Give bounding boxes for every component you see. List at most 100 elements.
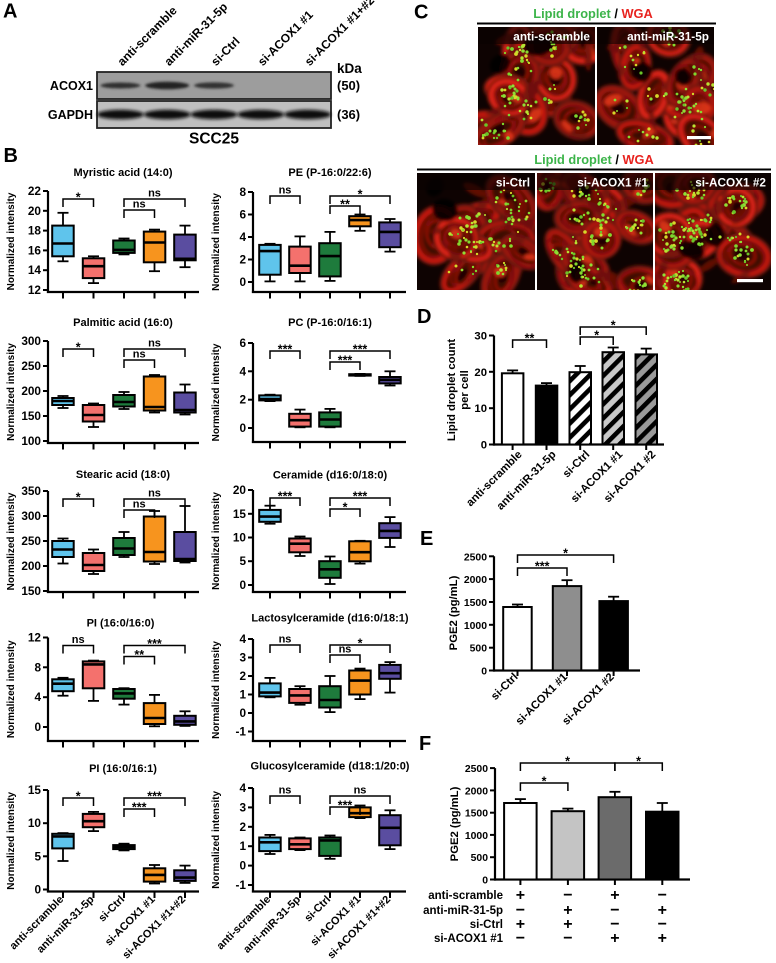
svg-text:0: 0 (34, 883, 41, 897)
svg-text:Lipid droplet / WGA: Lipid droplet / WGA (534, 152, 653, 167)
svg-text:2500: 2500 (464, 552, 487, 563)
svg-text:500: 500 (470, 644, 488, 655)
svg-text:B: B (4, 145, 18, 167)
svg-text:8: 8 (239, 185, 246, 199)
svg-text:ACOX1: ACOX1 (50, 79, 93, 93)
svg-text:*: * (76, 191, 81, 205)
svg-text:6: 6 (239, 208, 246, 222)
svg-text:Normalized intensity: Normalized intensity (6, 192, 17, 290)
svg-text:15: 15 (233, 507, 247, 521)
svg-text:4: 4 (239, 632, 246, 646)
svg-text:+: + (563, 902, 572, 919)
svg-text:+: + (610, 887, 619, 904)
svg-text:anti-scramble: anti-scramble (428, 890, 503, 902)
svg-text:PE (P-16:0/22:6): PE (P-16:0/22:6) (288, 167, 371, 179)
svg-text:4: 4 (239, 364, 246, 378)
svg-text:−: − (658, 916, 667, 933)
svg-text:PGE2 (pg/mL): PGE2 (pg/mL) (449, 786, 461, 861)
svg-text:0: 0 (239, 706, 246, 720)
svg-text:*: * (76, 790, 81, 804)
svg-text:0: 0 (482, 876, 488, 887)
svg-text:1000: 1000 (465, 831, 488, 842)
svg-text:Lactosylceramide (d16:0/18:1): Lactosylceramide (d16:0/18:1) (251, 613, 408, 625)
svg-text:anti-scramble: anti-scramble (513, 30, 590, 44)
svg-text:PGE2 (pg/mL): PGE2 (pg/mL) (448, 575, 460, 650)
svg-text:*: * (358, 188, 363, 202)
svg-text:ns: ns (148, 338, 161, 350)
svg-text:+: + (610, 930, 619, 947)
svg-text:200: 200 (21, 384, 41, 398)
svg-text:−: − (563, 887, 572, 904)
svg-text:0: 0 (239, 421, 246, 435)
svg-text:***: *** (353, 343, 368, 357)
svg-text:si-ACOX1 #2: si-ACOX1 #2 (695, 176, 766, 190)
svg-text:*: * (636, 755, 641, 769)
svg-text:+: + (516, 916, 525, 933)
svg-text:Normalized intensity: Normalized intensity (211, 193, 222, 291)
svg-text:12: 12 (28, 631, 42, 645)
svg-text:10: 10 (474, 403, 487, 415)
svg-text:1500: 1500 (465, 809, 488, 820)
svg-text:**: ** (340, 198, 350, 212)
svg-text:2: 2 (239, 820, 246, 834)
svg-text:Glucosylceramide (d18:1/20:0): Glucosylceramide (d18:1/20:0) (251, 761, 410, 773)
svg-text:4: 4 (34, 690, 41, 704)
svg-text:3: 3 (239, 651, 246, 665)
svg-text:A: A (3, 1, 17, 23)
svg-text:−: − (610, 902, 619, 919)
svg-text:*: * (76, 491, 81, 505)
svg-text:Normalized intensity: Normalized intensity (6, 791, 17, 889)
svg-text:6: 6 (239, 336, 246, 350)
svg-text:Normalized intensity: Normalized intensity (211, 492, 222, 590)
svg-text:-1: -1 (236, 878, 247, 892)
svg-text:(50): (50) (337, 78, 360, 93)
svg-text:SCC25: SCC25 (189, 131, 239, 148)
svg-text:2500: 2500 (465, 764, 488, 775)
svg-text:20: 20 (233, 483, 247, 497)
svg-text:0: 0 (481, 440, 487, 452)
svg-text:300: 300 (21, 509, 41, 523)
svg-text:ns: ns (354, 785, 367, 797)
svg-text:*: * (542, 775, 547, 789)
svg-text:ns: ns (279, 634, 292, 646)
svg-text:si-ACOX1 #1: si-ACOX1 #1 (434, 933, 504, 945)
svg-text:C: C (414, 2, 428, 24)
svg-text:20: 20 (28, 204, 42, 218)
svg-text:-1: -1 (236, 725, 247, 739)
svg-text:ns: ns (133, 199, 146, 211)
svg-text:*: * (76, 341, 81, 355)
svg-text:−: − (658, 887, 667, 904)
svg-text:ns: ns (279, 185, 292, 197)
svg-text:1500: 1500 (464, 598, 487, 609)
svg-text:−: − (610, 916, 619, 933)
svg-text:12: 12 (28, 283, 42, 297)
svg-text:0: 0 (239, 275, 246, 289)
svg-text:2000: 2000 (465, 786, 488, 797)
svg-text:Palmitic acid (16:0): Palmitic acid (16:0) (73, 317, 173, 329)
svg-text:ns: ns (148, 488, 161, 500)
svg-text:*: * (343, 501, 348, 515)
svg-text:***: *** (338, 354, 353, 368)
svg-text:350: 350 (21, 484, 41, 498)
svg-text:ns: ns (279, 785, 292, 797)
svg-text:2000: 2000 (464, 575, 487, 586)
svg-text:Myristic acid (14:0): Myristic acid (14:0) (73, 167, 172, 179)
svg-text:−: − (563, 930, 572, 947)
svg-text:+: + (563, 916, 572, 933)
svg-text:***: *** (338, 799, 353, 813)
svg-text:Normalized intensity: Normalized intensity (6, 343, 17, 441)
svg-text:22: 22 (28, 184, 42, 198)
svg-text:4: 4 (239, 230, 246, 244)
svg-text:3: 3 (239, 800, 246, 814)
svg-text:ns: ns (339, 644, 352, 656)
svg-text:ns: ns (148, 188, 161, 200)
svg-text:per cell: per cell (459, 370, 471, 410)
svg-text:***: *** (278, 490, 293, 504)
svg-text:150: 150 (21, 584, 41, 598)
svg-text:kDa: kDa (337, 61, 362, 76)
svg-text:0: 0 (239, 578, 246, 592)
svg-text:***: *** (147, 790, 162, 804)
svg-text:Normalized intensity: Normalized intensity (211, 790, 222, 888)
svg-text:1000: 1000 (464, 621, 487, 632)
svg-text:D: D (417, 306, 431, 328)
